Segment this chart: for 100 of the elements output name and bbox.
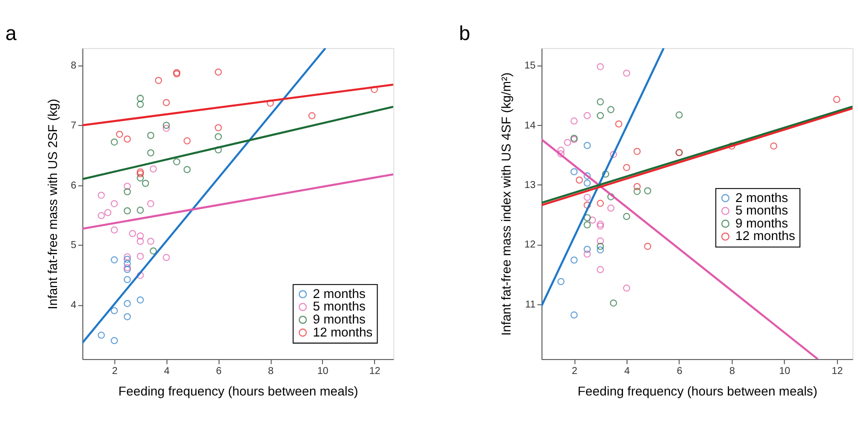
y-tick-label: 15 xyxy=(524,60,536,72)
point xyxy=(124,207,131,214)
point xyxy=(154,76,162,84)
point xyxy=(110,307,118,314)
chart-title: b xyxy=(458,22,470,45)
y-tick-label: 14 xyxy=(524,120,536,132)
point xyxy=(162,124,170,132)
legend-label: 12 months xyxy=(312,324,373,340)
point xyxy=(644,242,652,250)
point xyxy=(623,164,630,172)
point xyxy=(584,142,591,150)
point xyxy=(596,222,604,230)
legend-label: 9 months xyxy=(735,215,788,230)
point xyxy=(162,122,170,129)
point xyxy=(110,138,118,146)
x-tick-label: 12 xyxy=(369,366,381,378)
point xyxy=(124,300,131,308)
point xyxy=(124,260,131,268)
point xyxy=(596,63,604,70)
point xyxy=(147,238,154,245)
x-tick-label: 10 xyxy=(317,366,329,378)
point xyxy=(266,100,274,107)
point xyxy=(584,194,591,201)
x-axis-title: Feeding frequency (hours between meals) xyxy=(118,383,358,398)
point xyxy=(584,214,591,222)
point xyxy=(833,96,840,104)
point xyxy=(584,112,591,120)
point xyxy=(162,254,170,262)
point xyxy=(623,284,630,292)
point xyxy=(634,148,641,155)
point xyxy=(136,238,144,245)
point xyxy=(124,313,131,320)
point xyxy=(128,230,136,238)
x-tick-label: 12 xyxy=(832,366,844,378)
y-tick-label: 8 xyxy=(70,60,77,72)
point xyxy=(596,266,604,274)
point xyxy=(370,86,378,93)
point xyxy=(634,183,641,190)
y-tick-label: 6 xyxy=(70,180,77,192)
y-tick-label: 11 xyxy=(525,299,536,310)
chart-title: a xyxy=(5,22,18,45)
point xyxy=(596,98,604,106)
point xyxy=(623,212,630,220)
point xyxy=(173,158,180,166)
legend-label: 12 months xyxy=(735,228,796,244)
point xyxy=(136,232,144,240)
point xyxy=(610,299,618,307)
point xyxy=(124,188,131,196)
point xyxy=(136,170,144,178)
point xyxy=(610,150,618,158)
legend-label: 2 months xyxy=(312,286,366,301)
point xyxy=(110,337,118,344)
x-tick-label: 4 xyxy=(624,366,630,378)
point xyxy=(136,168,144,176)
point xyxy=(104,209,112,216)
point xyxy=(623,70,630,77)
point xyxy=(124,256,131,263)
point xyxy=(615,120,622,128)
point xyxy=(557,146,565,154)
y-axis-title: Infant fat-free mass with US 2SF (kg) xyxy=(45,98,60,310)
point xyxy=(607,193,614,200)
point xyxy=(110,200,118,208)
point xyxy=(136,252,144,260)
x-tick-label: 2 xyxy=(112,366,118,378)
point xyxy=(584,179,591,187)
point xyxy=(564,138,572,146)
point xyxy=(596,237,604,245)
point xyxy=(596,242,604,250)
legend-label: 5 months xyxy=(312,298,366,314)
point xyxy=(214,146,222,154)
legend-label: 2 months xyxy=(735,190,788,205)
y-tick-label: 5 xyxy=(70,240,77,252)
point xyxy=(150,247,157,254)
point xyxy=(308,112,316,120)
point xyxy=(98,212,105,220)
point xyxy=(110,256,118,264)
point xyxy=(124,182,131,190)
point xyxy=(576,176,583,184)
point xyxy=(98,192,105,199)
point xyxy=(584,250,591,258)
point xyxy=(162,98,170,106)
point xyxy=(570,256,578,264)
x-tick-label: 6 xyxy=(676,366,683,378)
point xyxy=(570,117,578,125)
x-tick-label: 8 xyxy=(268,366,274,378)
x-axis-title: Feeding frequency (hours between meals) xyxy=(578,383,818,398)
point xyxy=(150,165,157,173)
point xyxy=(644,187,652,194)
point xyxy=(596,246,604,254)
point xyxy=(570,168,578,176)
point xyxy=(136,272,144,279)
point xyxy=(147,149,154,156)
point xyxy=(596,220,604,228)
point xyxy=(770,142,778,150)
point xyxy=(116,130,124,138)
point xyxy=(676,111,683,119)
point xyxy=(557,278,565,286)
point xyxy=(142,180,150,187)
point xyxy=(136,94,144,102)
point xyxy=(98,332,105,339)
